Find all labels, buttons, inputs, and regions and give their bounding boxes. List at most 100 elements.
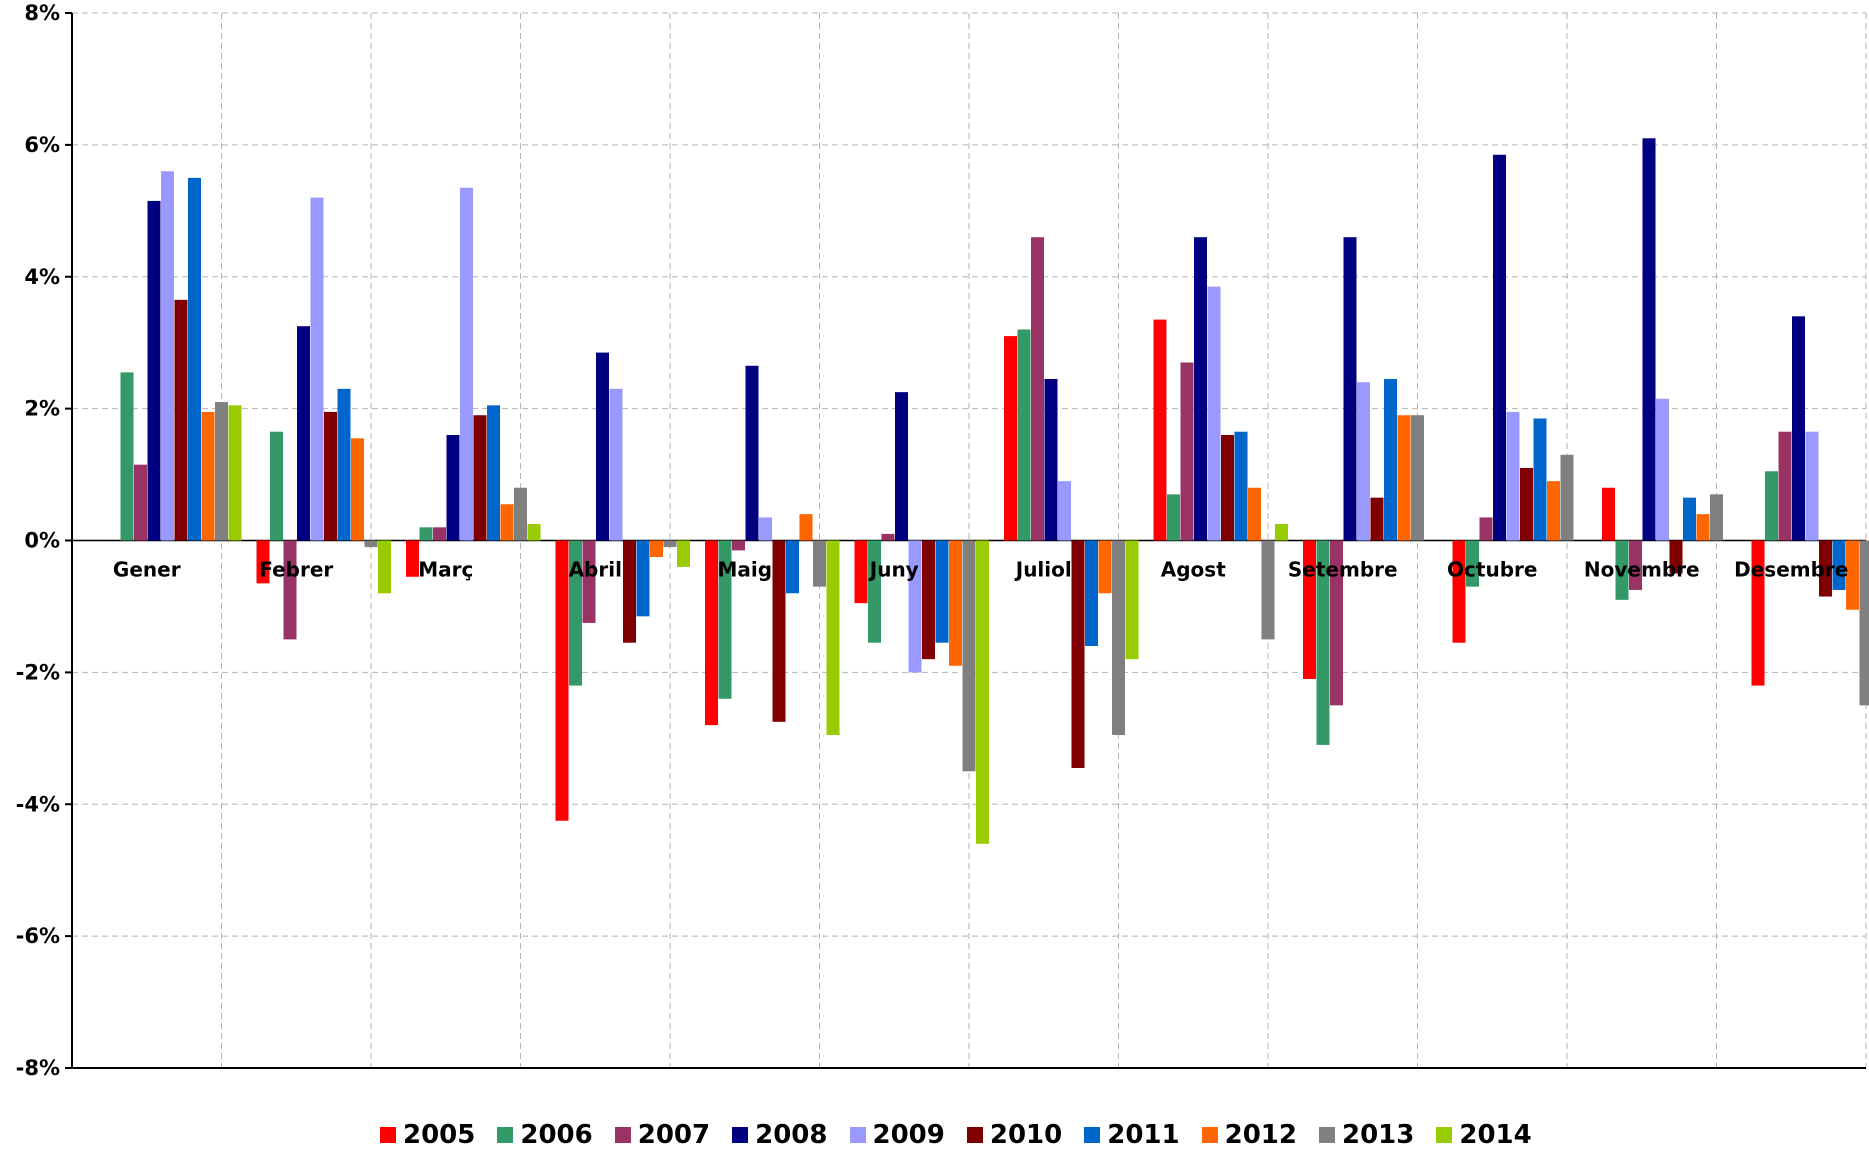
bar-2013-Novembre — [1710, 494, 1723, 541]
bar-2009-Abril — [609, 388, 623, 541]
bar-2010-Desembre — [1819, 540, 1832, 597]
category-label: Gener — [113, 558, 181, 582]
bars — [120, 138, 1869, 844]
legend-label: 2008 — [755, 1120, 828, 1150]
bar-2012-Abril — [650, 540, 663, 557]
bar-2008-Febrer — [297, 326, 310, 541]
bar-2011-Abril — [636, 540, 650, 617]
legend-label: 2009 — [872, 1120, 945, 1150]
bar-2005-Abril — [555, 540, 569, 821]
bar-2012-Maig — [799, 514, 813, 541]
bar-2010-Agost — [1221, 435, 1234, 541]
bar-2013-Abril — [663, 540, 677, 548]
legend-swatch — [1436, 1127, 1453, 1143]
bar-2011-Maig — [786, 540, 799, 594]
bar-2011-Octubre — [1533, 418, 1547, 541]
bar-2012-Juliol — [1098, 540, 1112, 594]
bar-2014-Abril — [677, 540, 690, 567]
bar-2011-Desembre — [1832, 540, 1846, 590]
bar-2005-Setembre — [1303, 540, 1316, 679]
legend-label: 2007 — [637, 1120, 711, 1150]
bar-2005-Juny — [854, 540, 868, 604]
bar-2006-Juny — [868, 540, 881, 643]
legend: 2005 2006 2007 2008 2009 2010 2011 2012 2013 2014 — [380, 1120, 1554, 1150]
bar-2008-Agost — [1194, 237, 1207, 541]
category-label: Novembre — [1584, 558, 1700, 582]
bar-2007-Desembre — [1778, 431, 1792, 541]
bar-2012-Març — [500, 504, 514, 541]
bar-2012-Setembre — [1397, 415, 1411, 541]
legend-label: 2010 — [989, 1120, 1063, 1150]
legend-swatch — [614, 1127, 631, 1143]
y-tick-label: 4% — [24, 265, 60, 289]
bar-2010-Setembre — [1370, 497, 1384, 541]
y-tick-label: -2% — [16, 660, 60, 684]
category-label: Juliol — [1014, 558, 1072, 582]
legend-label: 2006 — [520, 1120, 593, 1150]
bar-2011-Març — [487, 405, 500, 541]
bar-2006-Maig — [718, 540, 732, 699]
bar-2006-Setembre — [1316, 540, 1330, 745]
bar-2014-Març — [527, 524, 541, 541]
bar-2012-Octubre — [1547, 481, 1560, 541]
y-tick-label: -8% — [16, 1056, 60, 1080]
bar-2010-Febrer — [324, 411, 337, 541]
bar-2012-Gener — [201, 411, 215, 541]
legend-label: 2013 — [1342, 1120, 1415, 1150]
category-labels: Gener Febrer Març Abril Maig Juny Juliol Agost S… — [113, 558, 1848, 582]
bar-2013-Maig — [813, 540, 826, 587]
category-label: Desembre — [1734, 558, 1848, 582]
bar-2008-Maig — [745, 365, 759, 541]
bar-2005-Maig — [705, 540, 718, 726]
bar-2009-Setembre — [1357, 382, 1370, 541]
bar-2005-Octubre — [1452, 540, 1466, 643]
bar-2011-Juliol — [1085, 540, 1098, 646]
bar-2014-Febrer — [378, 540, 391, 594]
bar-2006-Febrer — [270, 431, 283, 541]
bar-2011-Agost — [1234, 431, 1248, 541]
category-label: Maig — [717, 558, 772, 582]
legend-item: 2014 — [1436, 1120, 1532, 1150]
y-tick-label: -6% — [16, 924, 60, 948]
bar-2007-Setembre — [1330, 540, 1343, 706]
legend-swatch — [849, 1127, 866, 1143]
legend-item: 2005 — [380, 1120, 475, 1150]
bar-2007-Juny — [881, 533, 895, 541]
legend-swatch — [966, 1127, 983, 1143]
legend-swatch — [1201, 1127, 1218, 1143]
category-label: Octubre — [1447, 558, 1537, 582]
bar-2012-Novembre — [1696, 514, 1710, 541]
bar-2013-Febrer — [364, 540, 378, 548]
legend-item: 2006 — [497, 1120, 593, 1150]
bar-2014-Maig — [826, 540, 840, 736]
y-tick-label: 6% — [24, 133, 60, 157]
bar-2013-Setembre — [1411, 415, 1424, 541]
bar-2013-Agost — [1261, 540, 1275, 640]
y-tick-labels: 8% 6% 4% 2% 0% -2% -4% -6% -8% — [16, 1, 60, 1080]
bar-2007-Juliol — [1031, 237, 1044, 541]
bar-2013-Gener — [215, 402, 228, 541]
bar-2009-Març — [460, 187, 473, 541]
bar-2014-Agost — [1275, 524, 1288, 541]
legend-label: 2012 — [1224, 1120, 1297, 1150]
category-label: Juny — [868, 558, 919, 582]
bar-2009-Novembre — [1656, 398, 1669, 541]
bar-2012-Agost — [1248, 487, 1261, 541]
legend-swatch — [1084, 1127, 1101, 1143]
bar-2011-Setembre — [1384, 378, 1397, 541]
bar-2007-Gener — [134, 464, 147, 541]
bar-2008-Setembre — [1343, 237, 1357, 541]
bar-2006-Gener — [120, 372, 134, 541]
bar-2010-Maig — [772, 540, 786, 722]
bar-2006-Octubre — [1466, 540, 1479, 587]
legend-label: 2014 — [1459, 1120, 1532, 1150]
legend-swatch — [497, 1127, 514, 1143]
bar-2009-Desembre — [1805, 431, 1819, 541]
y-tick-label: 0% — [24, 529, 60, 553]
bar-2014-Gener — [228, 405, 242, 541]
y-tick-label: 2% — [24, 397, 60, 421]
bar-2007-Març — [433, 527, 446, 541]
bar-2011-Juny — [935, 540, 949, 643]
y-tick-label: -4% — [16, 792, 60, 816]
